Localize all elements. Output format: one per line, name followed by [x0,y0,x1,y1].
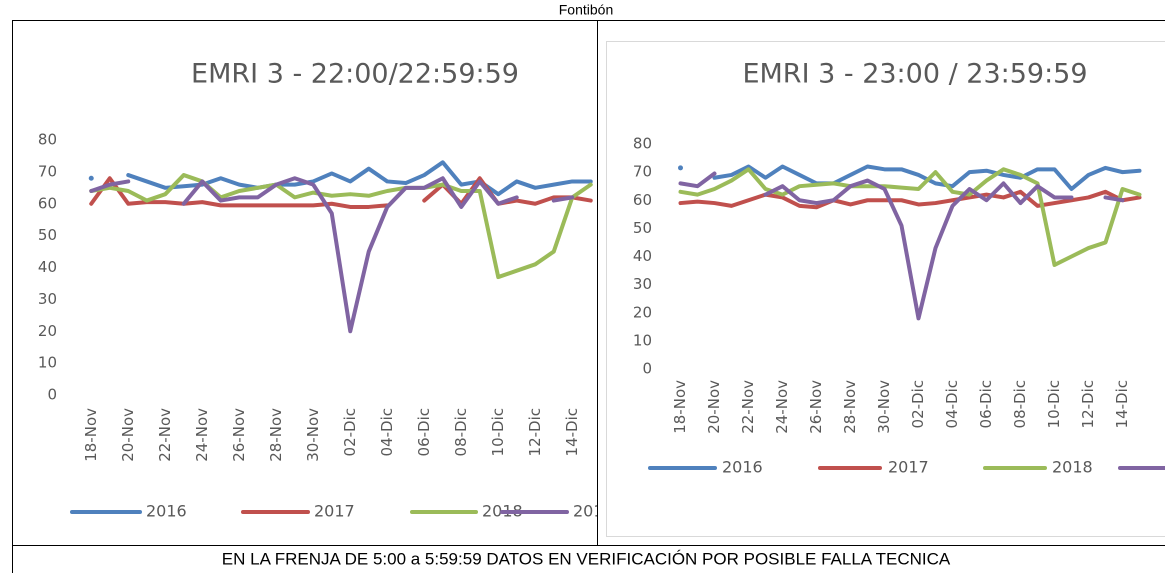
x-tick-label: 10-Dic [1045,380,1063,428]
x-tick-label: 04-Dic [943,380,961,428]
x-tick-label: 20-Nov [119,408,137,462]
y-tick-label: 20 [38,322,57,340]
y-tick-label: 30 [633,275,652,293]
legend-label: 2017 [888,458,929,477]
x-tick-label: 30-Nov [875,380,893,434]
y-tick-label: 20 [633,303,652,321]
y-tick-label: 30 [38,290,57,308]
series-line [681,169,1140,265]
x-tick-label: 08-Dic [452,408,470,456]
chart-2: EMRI 3 - 23:00 / 23:59:59 0 10 20 30 40 50 60 70… [633,59,1165,477]
line-point [678,165,683,170]
x-tick-label: 14-Dic [1113,380,1131,428]
x-tick-label: 06-Dic [977,380,995,428]
footer: EN LA FRENJA DE 5:00 a 5:59:59 DATOS EN … [222,549,951,568]
legend-label: 2019 [573,502,614,521]
x-tick-label: 06-Dic [415,408,433,456]
x-tick-label: 14-Dic [563,408,581,456]
y-tick-label: 70 [633,163,652,181]
y-tick-label: 60 [38,194,57,212]
chart-title: EMRI 3 - 23:00 / 23:59:59 [742,59,1087,90]
x-tick-label: 04-Dic [378,408,396,456]
y-tick-label: 0 [47,386,57,404]
series-line [681,174,715,187]
x-tick-label: 02-Dic [341,408,359,456]
series-line [766,181,1072,319]
x-tick-label: 26-Nov [807,380,825,434]
x-tick-label: 02-Dic [909,380,927,428]
x-tick-label: 28-Nov [841,380,859,434]
y-tick-label: 0 [642,360,652,378]
x-tick-label: 22-Nov [739,380,757,434]
y-tick-label: 70 [38,162,57,180]
legend-label: 2017 [314,502,355,521]
y-tick-label: 60 [633,191,652,209]
x-tick-label: 12-Dic [526,408,544,456]
x-tick-label: 30-Nov [304,408,322,462]
chart-title: EMRI 3 - 22:00/22:59:59 [191,59,519,90]
x-tick-label: 24-Nov [193,408,211,462]
y-tick-label: 40 [633,247,652,265]
legend-label: 2018 [1052,458,1093,477]
x-tick-label: 20-Nov [705,380,723,434]
x-tick-label: 22-Nov [156,408,174,462]
table-border [13,21,1165,574]
x-tick-label: 26-Nov [230,408,248,462]
y-tick-label: 80 [38,131,57,149]
x-tick-label: 10-Dic [489,408,507,456]
chart-1: EMRI 3 - 22:00/22:59:59 0 10 20 30 40 50 60 70 80… [38,59,614,521]
x-tick-label: 12-Dic [1079,380,1097,428]
legend-label: 2016 [722,458,763,477]
y-tick-label: 10 [633,331,652,349]
x-tick-label: 28-Nov [267,408,285,462]
y-tick-label: 10 [38,354,57,372]
x-tick-label: 08-Dic [1011,380,1029,428]
x-tick-label: 24-Nov [773,380,791,434]
y-tick-label: 50 [38,226,57,244]
series-line [1106,197,1123,200]
series-line [184,178,517,331]
x-tick-label: 18-Nov [82,408,100,462]
y-tick-label: 50 [633,219,652,237]
legend-label: 2016 [146,502,187,521]
y-tick-label: 80 [633,135,652,153]
x-tick-label: 18-Nov [671,380,689,434]
line-point [89,176,94,181]
y-tick-label: 40 [38,258,57,276]
series-line [681,192,1140,207]
header: Fontibón [559,2,613,18]
